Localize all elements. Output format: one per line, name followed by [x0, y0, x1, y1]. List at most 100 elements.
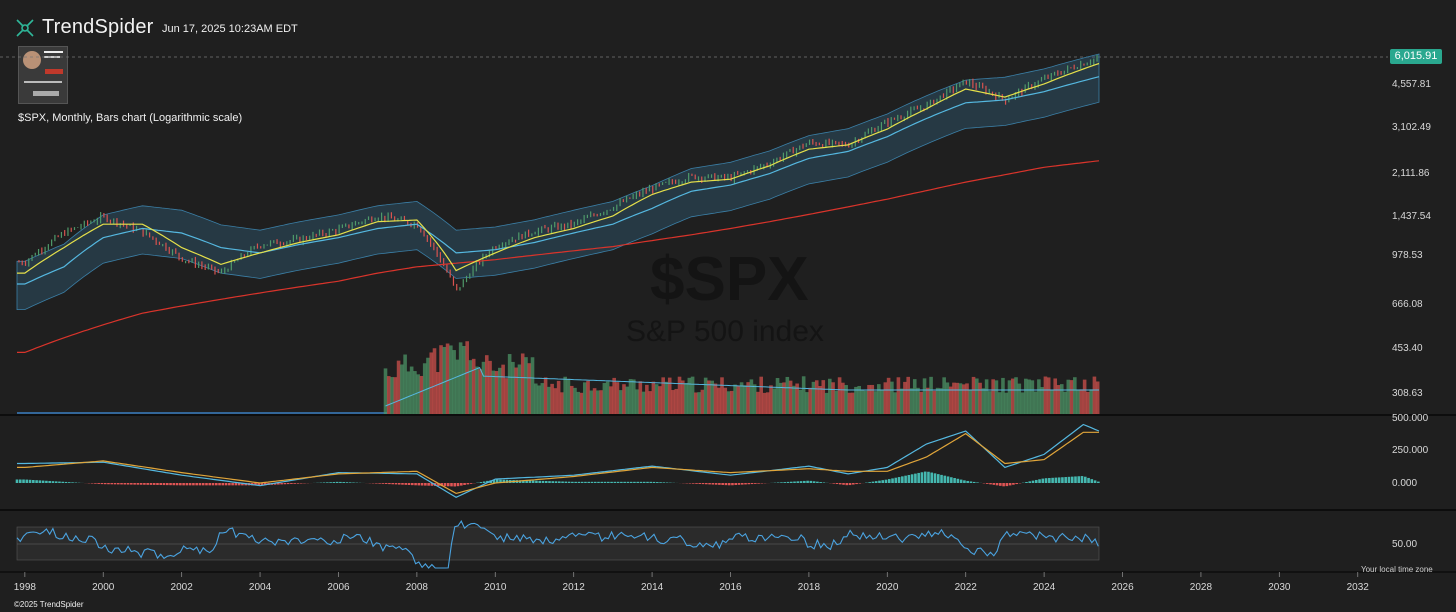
- macd-histogram-bar: [584, 481, 587, 483]
- macd-line: [17, 423, 1100, 498]
- volume-bar: [514, 367, 518, 414]
- macd-histogram-bar: [290, 483, 293, 484]
- macd-histogram-bar: [165, 483, 169, 486]
- volume-bar: [533, 383, 538, 414]
- volume-bar: [504, 378, 509, 414]
- macd-histogram-bar: [214, 483, 218, 486]
- macd-histogram-bar: [94, 483, 97, 484]
- price-axis-label: 453.40: [1392, 343, 1423, 354]
- macd-histogram-bar: [852, 483, 855, 485]
- macd-histogram-bar: [610, 481, 613, 483]
- volume-bar: [520, 353, 525, 414]
- volume-bar: [530, 357, 535, 414]
- macd-histogram-bar: [950, 477, 953, 483]
- volume-bar: [664, 381, 669, 414]
- macd-histogram-bar: [989, 483, 992, 485]
- macd-histogram-bar: [822, 482, 826, 483]
- macd-histogram-bar: [561, 481, 564, 483]
- macd-histogram-bar: [342, 482, 345, 483]
- volume-bar: [850, 392, 855, 414]
- macd-axis-label: 500.000: [1392, 413, 1429, 424]
- fast-moving-average-line: [17, 62, 1100, 274]
- spider-logo-icon: [16, 18, 34, 37]
- macd-histogram-bar: [564, 481, 568, 483]
- macd-histogram-bar: [453, 483, 457, 487]
- x-axis-tick-label: 2010: [484, 582, 507, 593]
- macd-histogram-bar: [234, 483, 238, 486]
- macd-histogram-bar: [450, 483, 453, 487]
- volume-bar: [769, 385, 773, 414]
- volume-bar: [455, 359, 460, 414]
- macd-histogram-bar: [838, 483, 842, 485]
- volume-bar: [631, 379, 636, 414]
- volume-bar: [671, 390, 675, 414]
- trendspider-logo: TrendSpider: [14, 16, 154, 39]
- macd-histogram-bar: [845, 483, 849, 486]
- macd-histogram-bar: [1097, 481, 1100, 483]
- volume-bar: [596, 390, 600, 414]
- volume-bar: [828, 378, 832, 414]
- macd-histogram-bar: [185, 483, 189, 486]
- chart-timestamp: Jun 17, 2025 10:23AM EDT: [162, 23, 298, 35]
- price-band: [16, 53, 1100, 311]
- volume-bar: [726, 391, 731, 414]
- volume-bar: [1020, 392, 1025, 414]
- macd-histogram-bar: [600, 481, 604, 483]
- volume-bar: [759, 376, 764, 414]
- volume-bar: [808, 387, 813, 414]
- volume-bar: [1059, 384, 1064, 414]
- macd-histogram-bar: [348, 482, 352, 483]
- macd-histogram-bar: [1025, 482, 1028, 483]
- macd-histogram-bar: [345, 482, 349, 483]
- macd-histogram-bar: [835, 483, 839, 485]
- volume-bar: [912, 379, 917, 414]
- macd-histogram-bar: [904, 475, 907, 483]
- volume-bar: [426, 357, 430, 414]
- macd-histogram-bar: [237, 483, 241, 486]
- timezone-label[interactable]: Your local time zone: [1361, 565, 1433, 574]
- volume-average-line: [385, 366, 1099, 407]
- macd-histogram-bar: [156, 483, 159, 485]
- macd-histogram-bar: [172, 483, 176, 486]
- volume-bar: [1040, 387, 1044, 414]
- volume-bar: [645, 384, 649, 414]
- macd-histogram-bar: [897, 477, 901, 483]
- macd-histogram-bar: [113, 483, 117, 485]
- macd-histogram-bar: [339, 481, 342, 483]
- x-axis-tick-label: 2020: [876, 582, 899, 593]
- macd-histogram-bar: [397, 483, 401, 485]
- volume-bar: [1007, 380, 1012, 414]
- macd-histogram-bar: [985, 483, 989, 484]
- volume-bar: [1092, 376, 1097, 414]
- volume-bar: [860, 389, 865, 414]
- macd-histogram-bar: [1074, 476, 1077, 483]
- volume-bar: [674, 388, 679, 414]
- macd-histogram-bar: [201, 483, 205, 486]
- macd-histogram-bar: [1067, 476, 1071, 483]
- watermark-name: S&P 500 index: [626, 315, 824, 348]
- volume-bar: [831, 382, 835, 414]
- macd-axis-label: 0.000: [1392, 478, 1418, 489]
- volume-bar: [873, 391, 878, 414]
- volume-bar: [445, 343, 450, 414]
- volume-bar: [965, 383, 969, 414]
- volume-bar: [553, 388, 558, 414]
- volume-bar: [625, 386, 630, 414]
- macd-histogram-bar: [198, 483, 202, 486]
- macd-histogram-bar: [1034, 479, 1038, 483]
- volume-bar: [1050, 390, 1054, 414]
- macd-histogram-bar: [97, 483, 100, 484]
- volume-bar: [550, 383, 554, 414]
- macd-histogram-bar: [623, 481, 626, 483]
- macd-histogram-bar: [427, 483, 430, 486]
- volume-bar: [821, 380, 826, 414]
- macd-histogram-bar: [910, 474, 914, 483]
- volume-bar: [906, 376, 911, 414]
- macd-histogram-bar: [1054, 477, 1058, 483]
- macd-histogram-bar: [930, 472, 934, 483]
- macd-histogram-bar: [1061, 477, 1064, 483]
- volume-bar: [752, 384, 757, 414]
- macd-histogram-bar: [734, 483, 738, 486]
- macd-histogram-bar: [708, 483, 711, 485]
